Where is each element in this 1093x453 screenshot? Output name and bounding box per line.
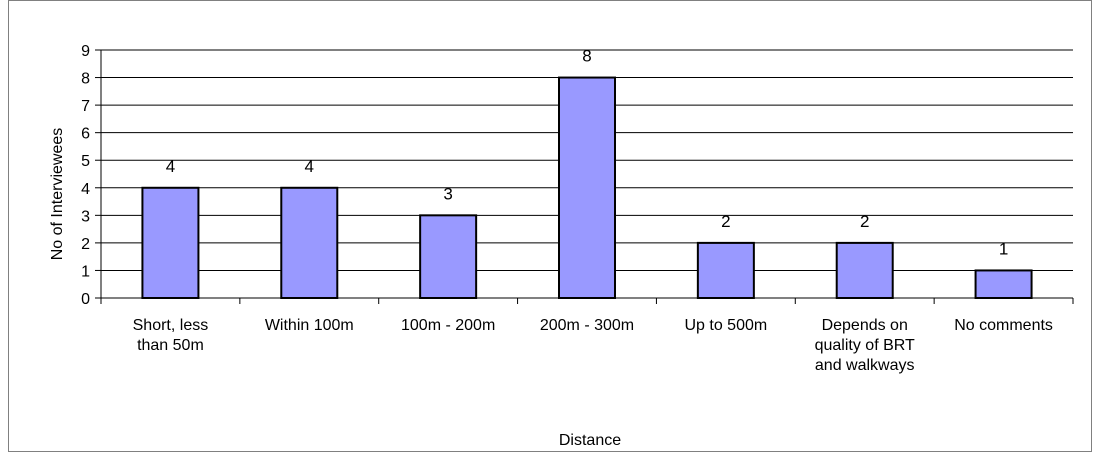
y-tick-label: 3 bbox=[81, 208, 90, 225]
x-category-label: Within 100m bbox=[265, 317, 354, 334]
bar bbox=[419, 214, 478, 299]
x-category-labels: Short, less than 50m Within 100m 100m - 200… bbox=[133, 317, 1053, 374]
y-tick-label: 0 bbox=[81, 291, 90, 308]
y-tick-label: 2 bbox=[81, 236, 90, 253]
y-tick-label: 1 bbox=[81, 263, 90, 280]
x-category-label: Up to 500m bbox=[684, 317, 767, 334]
x-category-label: 200m - 300m bbox=[540, 317, 634, 334]
y-tick-label: 5 bbox=[81, 153, 90, 170]
x-axis-title: Distance bbox=[559, 432, 621, 449]
data-label: 2 bbox=[721, 212, 730, 231]
y-tick-label: 4 bbox=[81, 181, 90, 198]
y-tick-label: 8 bbox=[81, 71, 90, 88]
y-tick-labels: 0 1 2 3 4 5 6 7 8 9 bbox=[81, 43, 90, 308]
x-category-label: than 50m bbox=[137, 337, 204, 354]
bar bbox=[974, 269, 1033, 300]
axes bbox=[95, 49, 1074, 304]
bar bbox=[280, 186, 339, 299]
x-category-label: and walkways bbox=[815, 357, 915, 374]
bar bbox=[141, 186, 200, 299]
y-axis-title: No of Interviewees bbox=[49, 128, 66, 261]
data-labels: 4 4 3 8 2 2 1 bbox=[166, 47, 1009, 259]
bars bbox=[141, 76, 1033, 300]
bar bbox=[696, 241, 755, 299]
data-label: 2 bbox=[860, 212, 869, 231]
data-label: 4 bbox=[166, 157, 175, 176]
x-category-label: Short, less bbox=[133, 317, 209, 334]
data-label: 4 bbox=[305, 157, 314, 176]
x-category-label: quality of BRT bbox=[815, 337, 915, 354]
bar bbox=[558, 76, 616, 299]
data-label: 8 bbox=[582, 47, 591, 66]
data-label: 1 bbox=[999, 239, 1008, 258]
x-category-label: Depends on bbox=[822, 317, 908, 334]
y-tick-label: 9 bbox=[81, 43, 90, 60]
y-tick-label: 6 bbox=[81, 126, 90, 143]
x-category-label: No comments bbox=[954, 317, 1053, 334]
bar bbox=[835, 241, 894, 299]
y-tick-label: 7 bbox=[81, 98, 90, 115]
data-label: 3 bbox=[443, 184, 452, 203]
x-category-label: 100m - 200m bbox=[401, 317, 495, 334]
